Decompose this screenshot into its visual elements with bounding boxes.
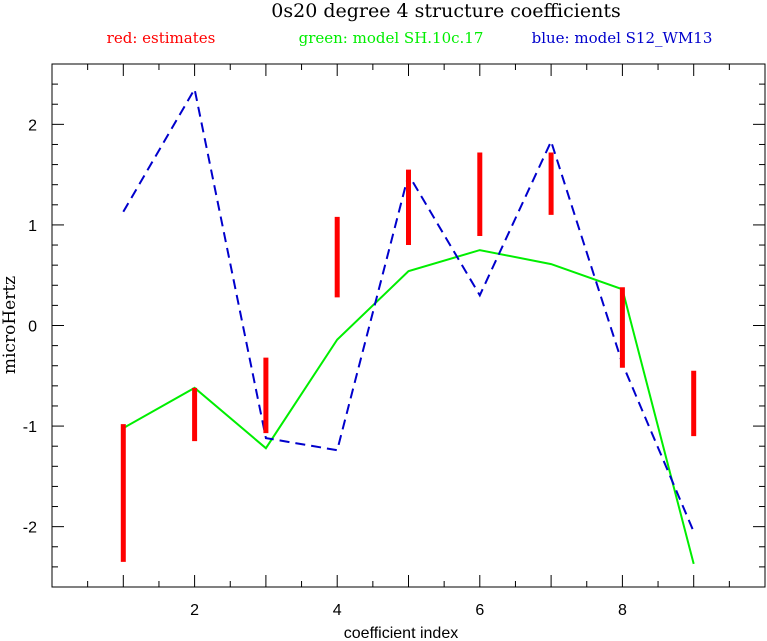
chart-title: 0s20 degree 4 structure coefficients xyxy=(271,0,620,22)
x-tick-label: 6 xyxy=(475,602,484,619)
y-tick-label: -2 xyxy=(23,520,37,537)
legend-entry: red: estimates xyxy=(107,29,216,47)
y-tick-label: 1 xyxy=(28,218,37,235)
y-tick-label: -1 xyxy=(23,419,37,436)
axis-ticks xyxy=(52,64,765,587)
tick-labels: 2 4 6 8 -2 -1 0 1 2 xyxy=(23,117,627,619)
y-axis-label: microHertz xyxy=(0,276,20,374)
series-line-blue xyxy=(122,86,695,533)
x-tick-label: 4 xyxy=(333,602,342,619)
plot-frame xyxy=(51,63,766,588)
error-bars xyxy=(120,152,697,562)
series-layer xyxy=(122,86,695,565)
legend-entry: green: model SH.10c.17 xyxy=(299,29,484,47)
x-axis-label: coefficient index xyxy=(344,625,458,641)
y-tick-label: 2 xyxy=(28,117,37,134)
legend-entry: blue: model S12_WM13 xyxy=(532,29,713,47)
x-tick-label: 8 xyxy=(618,602,627,619)
y-tick-label: 0 xyxy=(28,319,37,336)
legend: red: estimates green: model SH.10c.17 blue… xyxy=(107,29,713,47)
x-tick-label: 2 xyxy=(190,602,199,619)
series-line-green xyxy=(122,249,695,565)
